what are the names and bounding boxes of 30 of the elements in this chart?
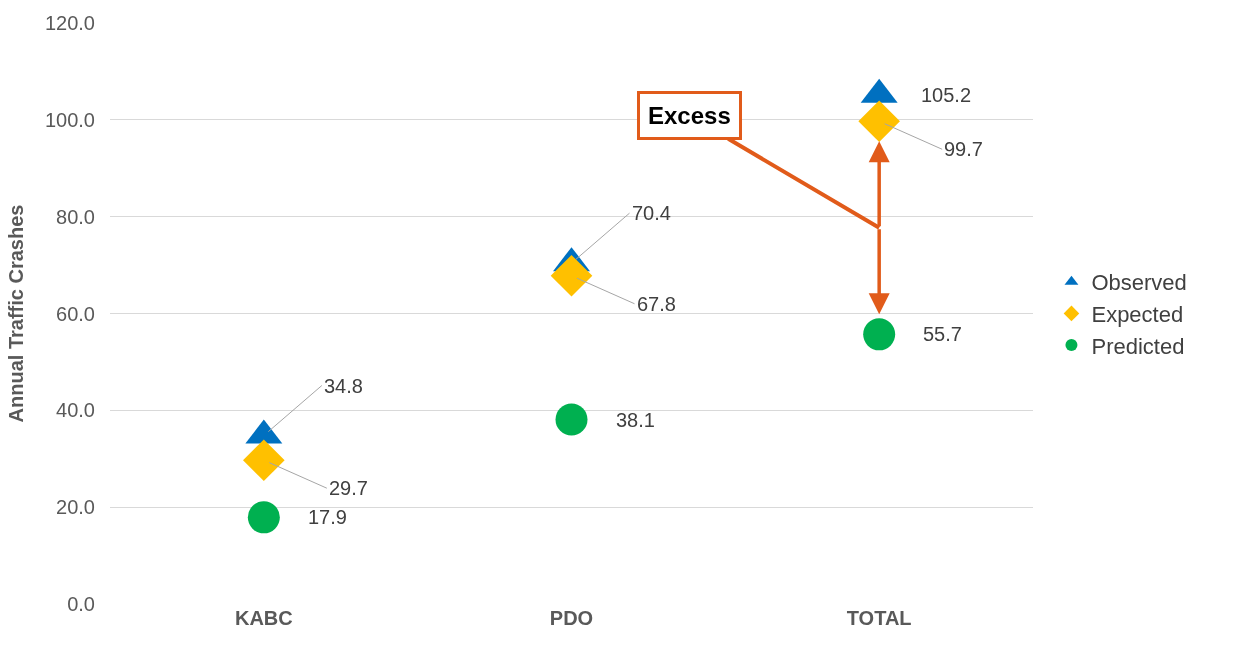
y-tick-label: 120.0 bbox=[44, 12, 95, 34]
data-label: 70.4 bbox=[632, 202, 671, 224]
point bbox=[243, 439, 285, 481]
data-label: 55.7 bbox=[923, 323, 962, 345]
point bbox=[550, 254, 593, 297]
data-label: 99.7 bbox=[944, 138, 983, 160]
x-tick-label: TOTAL bbox=[846, 607, 912, 629]
point bbox=[863, 318, 896, 351]
data-label: 67.8 bbox=[637, 293, 676, 315]
y-tick-label: 80.0 bbox=[56, 205, 95, 228]
point bbox=[858, 100, 900, 143]
legend-label: Predicted bbox=[1091, 333, 1185, 359]
y-tick-label: 100.0 bbox=[44, 108, 95, 131]
data-label: 17.9 bbox=[308, 506, 347, 528]
annotation: Excess bbox=[648, 102, 731, 129]
y-tick-label: 0.0 bbox=[67, 593, 95, 615]
data-label: 105.2 bbox=[921, 84, 972, 106]
y-axis-title: Annual Traffic Crashes bbox=[5, 204, 28, 423]
y-tick-label: 60.0 bbox=[56, 302, 95, 325]
legend-label: Expected bbox=[1091, 301, 1184, 327]
data-label: 29.7 bbox=[329, 477, 368, 499]
x-tick-label: KABC bbox=[234, 607, 293, 629]
y-tick-label: 20.0 bbox=[56, 496, 95, 519]
point bbox=[247, 501, 280, 534]
point bbox=[555, 403, 588, 436]
y-tick-label: 40.0 bbox=[56, 399, 95, 422]
data-label: 34.8 bbox=[324, 375, 363, 397]
legend-label: Observed bbox=[1091, 270, 1187, 296]
x-tick-label: PDO bbox=[549, 607, 594, 629]
data-label: 38.1 bbox=[616, 409, 655, 431]
